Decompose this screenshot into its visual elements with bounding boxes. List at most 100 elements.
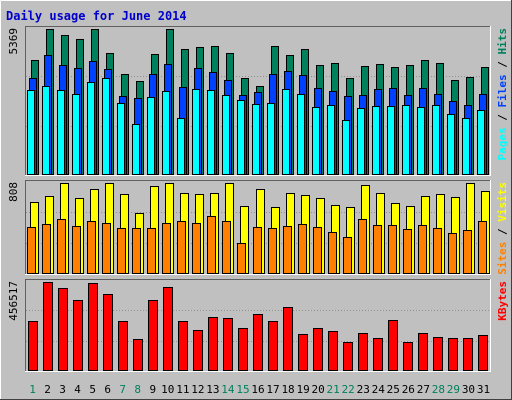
bar-pages-day-19 (297, 94, 305, 175)
bar-sites-day-29 (448, 233, 457, 274)
legend-hits-files-pages: Pages / Files / Hits (496, 28, 509, 161)
bar-pages-day-29 (447, 114, 455, 175)
bar-sites-day-30 (463, 230, 472, 274)
x-tick-label-day-6: 6 (104, 383, 111, 396)
bar-sites-day-28 (433, 228, 442, 274)
x-tick-label-day-24: 24 (372, 383, 386, 396)
bar-sites-day-10 (162, 223, 171, 274)
bar-kbytes-day-14 (223, 318, 233, 371)
bar-kbytes-day-10 (163, 287, 173, 371)
bar-pages-day-6 (102, 78, 110, 175)
panel-kbytes: 456517 KBytes (7, 279, 509, 372)
bar-pages-day-15 (237, 100, 245, 175)
bar-pages-day-28 (432, 105, 440, 175)
bar-sites-day-14 (222, 221, 231, 274)
bar-sites-day-6 (102, 223, 111, 274)
bar-sites-day-24 (373, 225, 382, 274)
bar-sites-day-17 (268, 228, 277, 274)
bar-kbytes-day-31 (478, 335, 488, 371)
bar-kbytes-day-19 (298, 334, 308, 371)
x-tick-label-day-20: 20 (312, 383, 325, 396)
x-tick-label-day-13: 13 (206, 383, 219, 396)
bar-kbytes-day-20 (313, 328, 323, 371)
bar-pages-day-20 (312, 107, 320, 175)
x-tick-label-day-18: 18 (281, 383, 294, 396)
bar-pages-day-16 (252, 104, 260, 175)
bar-sites-day-18 (283, 226, 292, 274)
bar-sites-day-3 (57, 219, 66, 274)
x-tick-label-day-19: 19 (296, 383, 309, 396)
x-tick-label-day-4: 4 (74, 383, 81, 396)
bar-pages-day-10 (162, 91, 170, 175)
bar-kbytes-day-4 (73, 300, 83, 371)
bar-pages-day-27 (417, 107, 425, 175)
bar-sites-day-15 (237, 243, 246, 274)
bar-kbytes-day-17 (268, 321, 278, 371)
y-max-label: 808 (7, 182, 20, 202)
bar-pages-day-21 (327, 105, 335, 175)
bar-pages-day-22 (342, 120, 350, 175)
bar-sites-day-21 (328, 232, 337, 274)
bar-pages-day-11 (177, 118, 185, 175)
bar-pages-day-4 (72, 94, 80, 175)
bar-kbytes-day-26 (403, 342, 413, 371)
x-tick-label-day-26: 26 (402, 383, 415, 396)
bar-pages-day-30 (462, 118, 470, 175)
bar-kbytes-day-22 (343, 342, 353, 371)
legend-entry-0: KBytes (496, 281, 509, 321)
legend-entry-2: Files (496, 74, 509, 107)
y-max-label: 456517 (7, 281, 20, 321)
bar-kbytes-day-18 (283, 307, 293, 371)
legend-visits-sites: Sites / Visits (496, 182, 509, 275)
x-tick-label-day-29: 29 (447, 383, 460, 396)
bar-kbytes-day-16 (253, 314, 263, 371)
bar-pages-day-25 (387, 106, 395, 175)
y-max-label: 5369 (7, 28, 20, 55)
bar-pages-day-3 (57, 90, 65, 175)
x-tick-label-day-22: 22 (342, 383, 355, 396)
bar-pages-day-24 (372, 106, 380, 175)
x-tick-label-day-14: 14 (221, 383, 235, 396)
bar-kbytes-day-30 (463, 338, 473, 371)
bar-kbytes-day-13 (208, 317, 218, 371)
bar-sites-day-22 (343, 237, 352, 274)
bar-kbytes-day-23 (358, 333, 368, 371)
bar-pages-day-8 (132, 124, 140, 175)
bar-kbytes-day-8 (133, 339, 143, 371)
x-axis-day-labels: 1 2 3 4 5 6 7 8 9 10 11 12 13 14 15 16 17 18 19 20 21 22 23 24 2… (29, 383, 490, 396)
bar-pages-day-2 (42, 86, 50, 175)
x-tick-label-day-3: 3 (59, 383, 66, 396)
bar-kbytes-day-11 (178, 321, 188, 371)
bar-sites-day-31 (478, 221, 487, 274)
x-tick-label-day-31: 31 (477, 383, 490, 396)
x-tick-label-day-27: 27 (417, 383, 430, 396)
legend-entry-4: Hits (496, 28, 509, 55)
bar-sites-day-13 (207, 216, 216, 274)
bar-kbytes-day-12 (193, 330, 203, 371)
x-tick-label-day-15: 15 (236, 383, 249, 396)
bar-kbytes-day-15 (238, 328, 248, 371)
bar-sites-day-20 (313, 227, 322, 274)
x-tick-label-day-5: 5 (89, 383, 96, 396)
bar-kbytes-day-21 (328, 331, 338, 371)
x-tick-label-day-28: 28 (432, 383, 445, 396)
bar-sites-day-25 (388, 225, 397, 274)
bar-kbytes-day-27 (418, 333, 428, 371)
bar-pages-day-9 (147, 97, 155, 175)
bar-kbytes-day-9 (148, 300, 158, 371)
bar-sites-day-8 (132, 228, 141, 274)
bar-kbytes-day-7 (118, 321, 128, 371)
x-tick-label-day-9: 9 (149, 383, 156, 396)
bar-sites-day-16 (253, 227, 262, 274)
x-tick-label-day-16: 16 (251, 383, 264, 396)
bar-kbytes-day-5 (88, 283, 98, 371)
x-tick-label-day-7: 7 (119, 383, 126, 396)
panel-visits-sites: 808 Sites / Visits (7, 180, 509, 275)
bar-kbytes-day-28 (433, 337, 443, 371)
chart-panels: 5369 Pages / Files / Hits 808 Sites / Visit… (7, 26, 509, 372)
legend-kbytes: KBytes (496, 281, 509, 321)
x-tick-label-day-21: 21 (327, 383, 340, 396)
bar-kbytes-day-6 (103, 294, 113, 371)
chart-title: Daily usage for June 2014 (6, 9, 187, 23)
legend-entry-1: / (496, 108, 509, 128)
